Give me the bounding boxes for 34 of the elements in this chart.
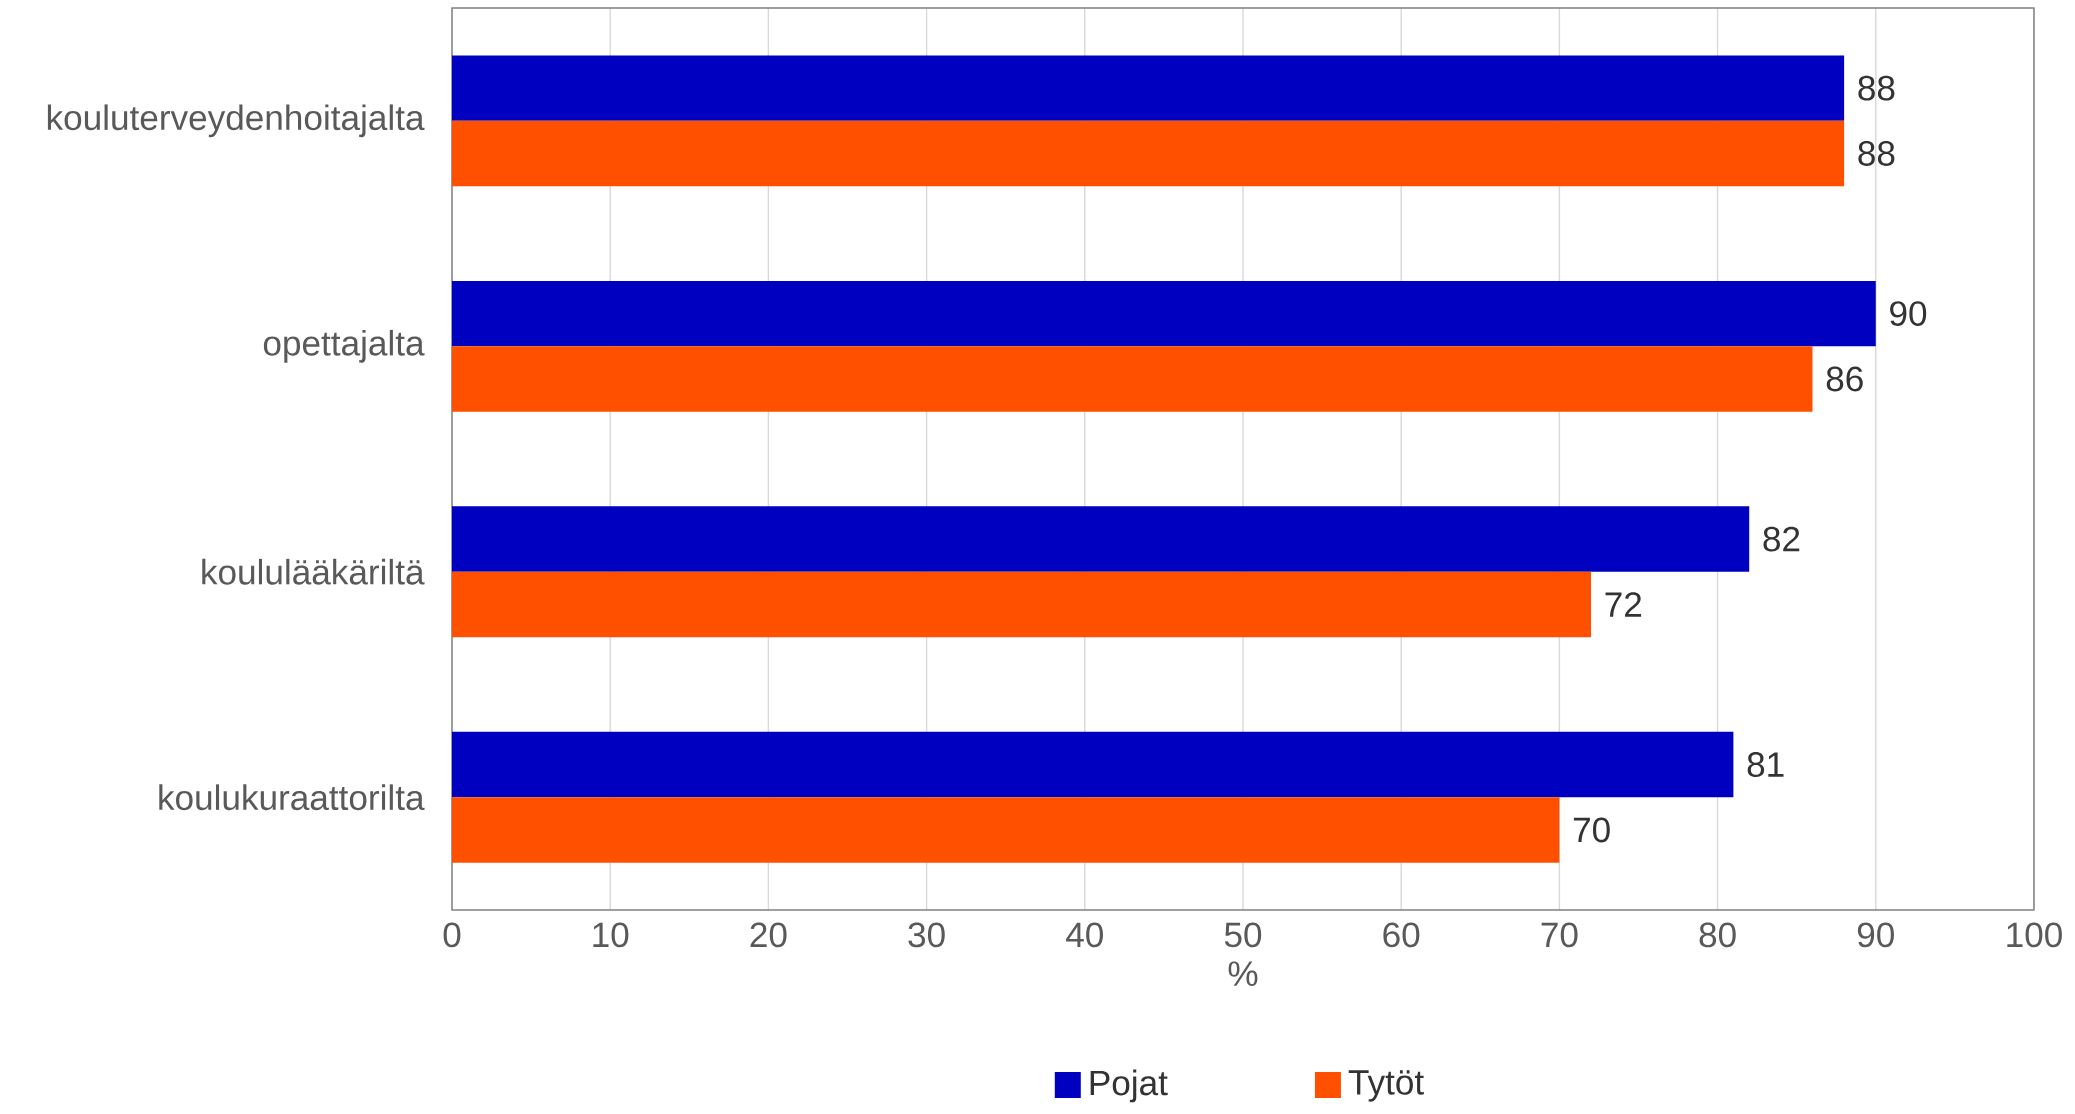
y-tick-label: opettajalta <box>263 329 425 363</box>
x-tick-label: 20 <box>750 922 787 948</box>
y-tick-label: koulukuraattorilta <box>159 784 425 810</box>
bar <box>452 797 1560 863</box>
x-axis-title: % <box>1228 961 1258 986</box>
x-tick-label: 0 <box>443 922 461 948</box>
data-label: 81 <box>1747 751 1784 777</box>
x-tick-label: 10 <box>593 922 629 948</box>
bar <box>452 55 1845 121</box>
data-label: 86 <box>1826 366 1863 392</box>
bar <box>452 731 1734 798</box>
bar <box>452 120 1845 186</box>
bar <box>452 280 1876 347</box>
x-tick-label: 50 <box>1224 922 1262 948</box>
data-label: 88 <box>1858 75 1895 101</box>
x-tick-label: 70 <box>1541 922 1578 948</box>
data-label: 70 <box>1573 817 1610 843</box>
bar <box>452 571 1592 637</box>
legend-label: Pojat <box>1090 1069 1168 1103</box>
x-tick-label: 40 <box>1066 922 1103 948</box>
x-tick-label: 60 <box>1383 922 1420 948</box>
legend-label: Tytöt <box>1348 1070 1424 1102</box>
x-tick-label: 80 <box>1699 922 1736 948</box>
data-label: 90 <box>1890 300 1927 326</box>
y-tick-label: koululääkäriltä <box>202 558 425 585</box>
bar <box>452 346 1813 412</box>
data-label: 72 <box>1605 592 1642 617</box>
data-label: 82 <box>1763 526 1800 552</box>
bar <box>452 506 1750 572</box>
x-tick-label: 90 <box>1857 922 1894 948</box>
y-tick-label: kouluterveydenhoitajalta <box>47 104 425 137</box>
x-tick-label: 100 <box>2007 922 2062 948</box>
data-label: 88 <box>1858 140 1895 166</box>
x-tick-label: 30 <box>908 922 945 948</box>
